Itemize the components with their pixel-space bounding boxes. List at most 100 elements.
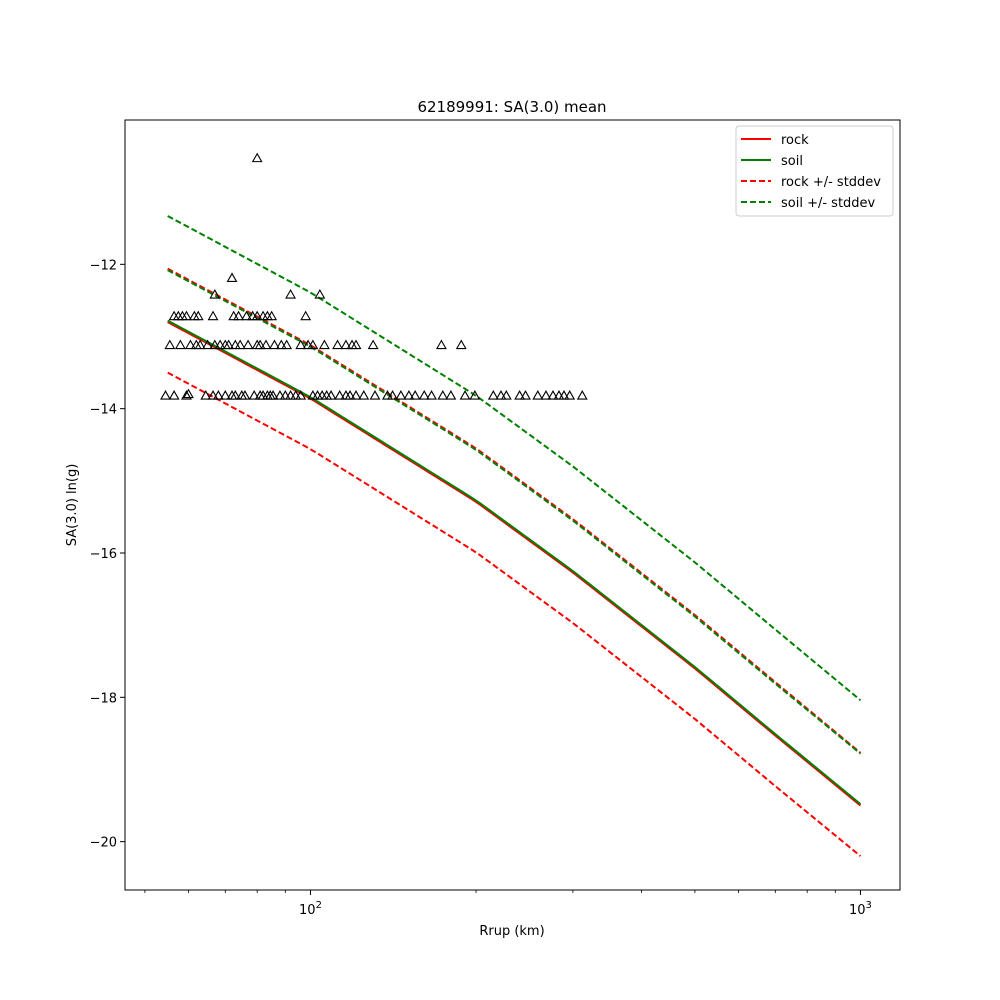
observation-marker [275,339,287,350]
observation-marker [358,390,370,400]
x-axis-label: Rrup (km) [479,924,544,939]
observation-marker [219,390,231,400]
observation-marker [437,390,449,400]
observation-marker [241,310,252,321]
observation-marker [184,339,196,350]
axes: −12 −14 −16 −18 −20 102 103 [90,258,872,918]
observation-marker [181,310,192,321]
observation-marker [242,339,254,350]
observation-marker [223,339,235,350]
observation-marker [233,310,245,321]
observation-marker [164,339,176,350]
observation-marker [200,390,212,400]
legend: rock soil rock +/- stddev soil +/- stdde… [735,125,894,217]
observation-marker [455,339,467,350]
observation-marker [350,390,362,400]
x-tick-label: 103 [849,900,872,918]
observation-marker [269,339,280,350]
observation-marker [295,339,307,350]
observation-marker [209,339,221,350]
observation-marker [403,390,415,400]
observation-marker [285,289,297,299]
observation-marker [340,339,352,350]
legend-box [735,125,894,217]
observation-marker [285,390,297,400]
observation-marker [174,339,186,350]
observation-marker [281,339,293,350]
observation-marker [160,390,171,400]
observation-marker [214,339,226,350]
observation-marker [547,390,559,400]
observation-marker [445,390,457,400]
observation-marker [576,390,588,400]
observation-marker [469,390,481,400]
observation-marker [367,339,379,350]
observation-marker [495,390,507,400]
observation-marker [426,390,437,400]
observation-marker [279,390,291,400]
observation-marker [334,390,346,400]
y-tick-label: −16 [90,547,117,562]
observation-marker [387,390,398,400]
curve-rock-plus [167,267,862,754]
y-axis-label: SA(3.0) ln(g) [65,464,80,547]
observation-marker [234,339,246,350]
observation-marker [332,339,343,350]
observation-marker [418,390,430,400]
observation-marker [318,339,330,350]
curve-rock-minus [167,371,862,857]
observation-marker [239,390,251,400]
legend-label-soil: soil [781,154,803,169]
observation-marker [248,390,260,400]
observation-marker [295,390,307,400]
observation-marker [314,289,326,299]
y-tick-label: −12 [90,258,117,273]
observation-marker [300,310,312,321]
plot-frame [124,119,901,891]
observation-marker [409,390,421,400]
observation-marker [168,390,180,400]
observation-marker [325,390,337,400]
observation-marker [274,390,286,400]
observation-marker [540,390,552,400]
curve-rock [167,321,862,807]
observation-marker [344,390,356,400]
y-tick-label: −20 [90,836,117,851]
plot-area [125,120,900,890]
observation-marker [558,390,570,400]
observation-marker [260,339,272,350]
observation-marker [369,390,381,400]
observation-marker [514,390,526,400]
observation-marker [267,390,279,400]
observation-marker [251,310,263,321]
observation-marker [500,390,512,400]
curve-soil-plus [167,215,862,701]
observation-marker [435,339,447,350]
observation-marker [350,339,362,350]
legend-label-rock-stddev: rock +/- stddev [781,175,881,190]
observation-marker [181,390,192,400]
observation-marker [212,390,224,400]
y-tick-label: −18 [90,691,117,706]
observation-marker [229,390,241,400]
observation-marker [251,152,263,163]
legend-label-rock: rock [781,133,809,148]
observation-marker [209,289,221,299]
curve-soil-minus [167,269,862,755]
observation-marker [207,390,219,400]
curves-layer [167,215,862,857]
observation-marker [194,339,206,350]
observation-marker [254,339,266,350]
observation-marker [381,390,393,400]
observation-marker [520,390,531,400]
observation-marker [532,390,544,400]
observation-marker [192,310,204,321]
observation-marker [266,310,278,321]
chart-title: 62189991: SA(3.0) mean [417,98,606,116]
legend-label-soil-stddev: soil +/- stddev [781,196,876,211]
observation-marker [395,390,407,400]
observation-marker [564,390,576,400]
y-tick-label: −14 [90,403,117,418]
